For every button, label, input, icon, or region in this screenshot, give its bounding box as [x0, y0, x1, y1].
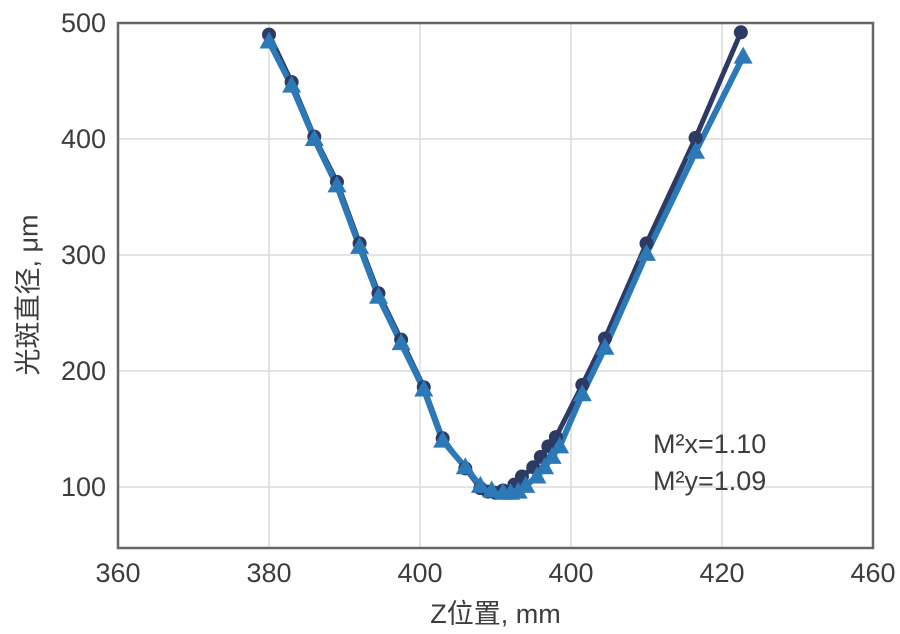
y-axis-label: 光斑直径, μm — [13, 214, 44, 376]
triangle-marker — [368, 286, 388, 304]
x-tick-label: 400 — [548, 558, 593, 588]
triangle-marker — [595, 337, 615, 355]
triangle-marker — [282, 75, 302, 93]
triangle-marker — [455, 457, 475, 475]
circle-marker — [733, 25, 748, 40]
y-tick-label: 500 — [61, 8, 106, 38]
triangle-marker — [527, 466, 547, 484]
triangle-marker — [733, 46, 753, 64]
triangle-marker — [391, 333, 411, 351]
y-tick-label: 100 — [61, 472, 106, 502]
triangle-marker — [637, 243, 656, 261]
triangle-marker — [686, 141, 706, 159]
triangle-marker — [572, 384, 592, 402]
m2x-value: M²x=1.10 — [653, 429, 767, 459]
triangle-marker — [542, 446, 562, 464]
circle-marker — [688, 130, 703, 145]
triangle-marker — [482, 480, 502, 498]
x-tick-label: 360 — [95, 558, 140, 588]
triangle-marker — [550, 436, 570, 454]
x-tick-label: 400 — [397, 558, 442, 588]
triangle-marker — [350, 236, 370, 254]
triangle-marker — [327, 175, 347, 193]
triangle-marker — [259, 31, 279, 49]
x-tick-label: 460 — [850, 558, 895, 588]
x-axis-label: Z位置, mm — [430, 599, 561, 629]
triangle-marker — [535, 457, 555, 475]
triangle-marker — [470, 475, 490, 493]
triangle-marker — [433, 430, 453, 448]
x-tick-label: 420 — [699, 558, 744, 588]
y-tick-label: 200 — [61, 356, 106, 386]
triangle-marker — [516, 475, 536, 493]
y-tick-label: 300 — [61, 240, 106, 270]
triangle-marker — [414, 379, 434, 397]
m2y-value: M²y=1.09 — [653, 466, 767, 496]
circle-marker — [639, 236, 654, 251]
x-tick-label: 380 — [246, 558, 291, 588]
series-line-M²x — [266, 29, 744, 496]
m2-annotation: M²x=1.10 M²y=1.09 — [653, 426, 766, 500]
triangle-marker — [304, 128, 324, 146]
plot-border — [116, 21, 875, 550]
y-tick-label: 400 — [61, 124, 106, 154]
